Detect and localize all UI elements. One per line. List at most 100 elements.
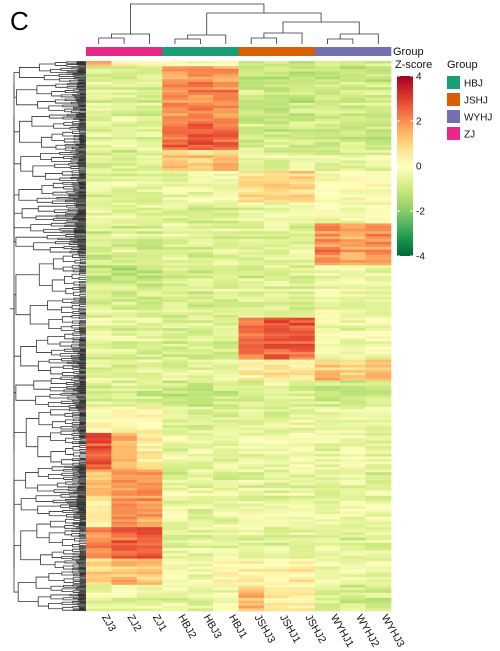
heatmap-cell [365, 97, 392, 101]
heatmap-cell [213, 537, 239, 541]
heatmap-cell [289, 100, 316, 104]
heatmap-cell [289, 231, 316, 235]
heatmap-cell [238, 63, 265, 67]
heatmap-cell [162, 301, 188, 305]
heatmap-cell [263, 168, 290, 172]
heatmap-cell [314, 480, 341, 483]
heatmap-cell [162, 71, 188, 75]
heatmap-cell [340, 110, 366, 114]
heatmap-cell [238, 605, 265, 609]
heatmap-cell [263, 370, 290, 373]
heatmap-cell [111, 354, 138, 358]
heatmap-cell [86, 186, 112, 190]
heatmap-cell [136, 110, 163, 114]
row-dendrogram-link [68, 405, 77, 408]
heatmap-cell [314, 532, 341, 536]
heatmap-cell [365, 597, 392, 601]
row-dendrogram-link [65, 448, 74, 455]
heatmap-cell [340, 270, 366, 274]
heatmap-cell [263, 89, 290, 93]
row-dendrogram-link [39, 63, 56, 72]
row-dendrogram-link [68, 485, 79, 489]
heatmap-cell [162, 341, 188, 345]
heatmap-cell [136, 600, 163, 604]
heatmap-cell [238, 364, 265, 368]
heatmap-cell [136, 383, 163, 387]
heatmap-cell [213, 210, 239, 214]
heatmap-cell [86, 223, 112, 227]
heatmap-cell [136, 181, 163, 185]
heatmap-cell [162, 139, 188, 143]
heatmap-cell [162, 184, 188, 188]
heatmap-cell [340, 391, 366, 394]
heatmap-cell [187, 296, 214, 300]
heatmap-cell [365, 370, 392, 373]
row-dendrogram-link [78, 596, 84, 598]
heatmap-cell [136, 466, 163, 470]
heatmap-cell [340, 186, 366, 190]
heatmap-cell [263, 202, 290, 206]
heatmap-cell [162, 556, 188, 559]
row-dendrogram-link [79, 573, 84, 575]
heatmap-cell [136, 244, 163, 248]
heatmap-cell [314, 121, 341, 125]
row-dendrogram-link [41, 136, 56, 148]
heatmap-cell [187, 105, 214, 109]
heatmap-cell [365, 157, 392, 161]
row-dendrogram-link [77, 593, 84, 595]
heatmap-cell [136, 100, 163, 104]
heatmap-cell [187, 278, 214, 282]
heatmap-cell [340, 537, 366, 541]
heatmap-cell [213, 582, 239, 586]
heatmap-cell [111, 427, 138, 431]
heatmap-cell [162, 121, 188, 125]
heatmap-cell [340, 349, 366, 353]
heatmap-cell [340, 501, 366, 504]
heatmap-cell [111, 74, 138, 78]
row-dendrogram-link [78, 185, 84, 187]
heatmap-cell [162, 252, 188, 256]
heatmap-cell [187, 121, 214, 125]
heatmap-cell [86, 226, 112, 229]
heatmap-cell [111, 391, 138, 394]
heatmap-cell [289, 317, 316, 321]
heatmap-cell [340, 291, 366, 295]
heatmap-cell [263, 144, 290, 148]
row-dendrogram-link [77, 239, 84, 241]
heatmap-cell [86, 155, 112, 159]
heatmap-cell [365, 461, 392, 465]
heatmap-cell [238, 116, 265, 119]
heatmap-cell [136, 377, 163, 381]
heatmap-cell [340, 503, 366, 507]
row-dendrogram-link [79, 513, 84, 515]
heatmap-cell [111, 116, 138, 119]
heatmap-cell [314, 199, 341, 203]
heatmap-cell [187, 178, 214, 182]
heatmap-cell [86, 241, 112, 245]
heatmap-cell [162, 535, 188, 538]
heatmap-cell [111, 482, 138, 486]
heatmap-cell [238, 160, 265, 164]
heatmap-cell [289, 136, 316, 140]
heatmap-cell [263, 587, 290, 591]
heatmap-cell [86, 113, 112, 117]
heatmap-cell [365, 278, 392, 282]
row-dendrogram-link [65, 288, 74, 295]
heatmap-cell [162, 312, 188, 316]
heatmap-cell [187, 165, 214, 169]
heatmap-cell [289, 291, 316, 295]
heatmap-cell [314, 207, 341, 211]
heatmap-cell [162, 116, 188, 119]
heatmap-cell [111, 220, 138, 224]
heatmap-cell [314, 116, 341, 119]
heatmap-cell [289, 189, 316, 193]
heatmap-cell [289, 241, 316, 245]
heatmap-cell [213, 228, 239, 232]
heatmap-cell [136, 354, 163, 358]
heatmap-cell [314, 102, 341, 106]
heatmap-cell [136, 126, 163, 130]
heatmap-cell [111, 401, 138, 405]
heatmap-cell [136, 246, 163, 250]
heatmap-cell [365, 519, 392, 523]
heatmap-cell [263, 152, 290, 156]
